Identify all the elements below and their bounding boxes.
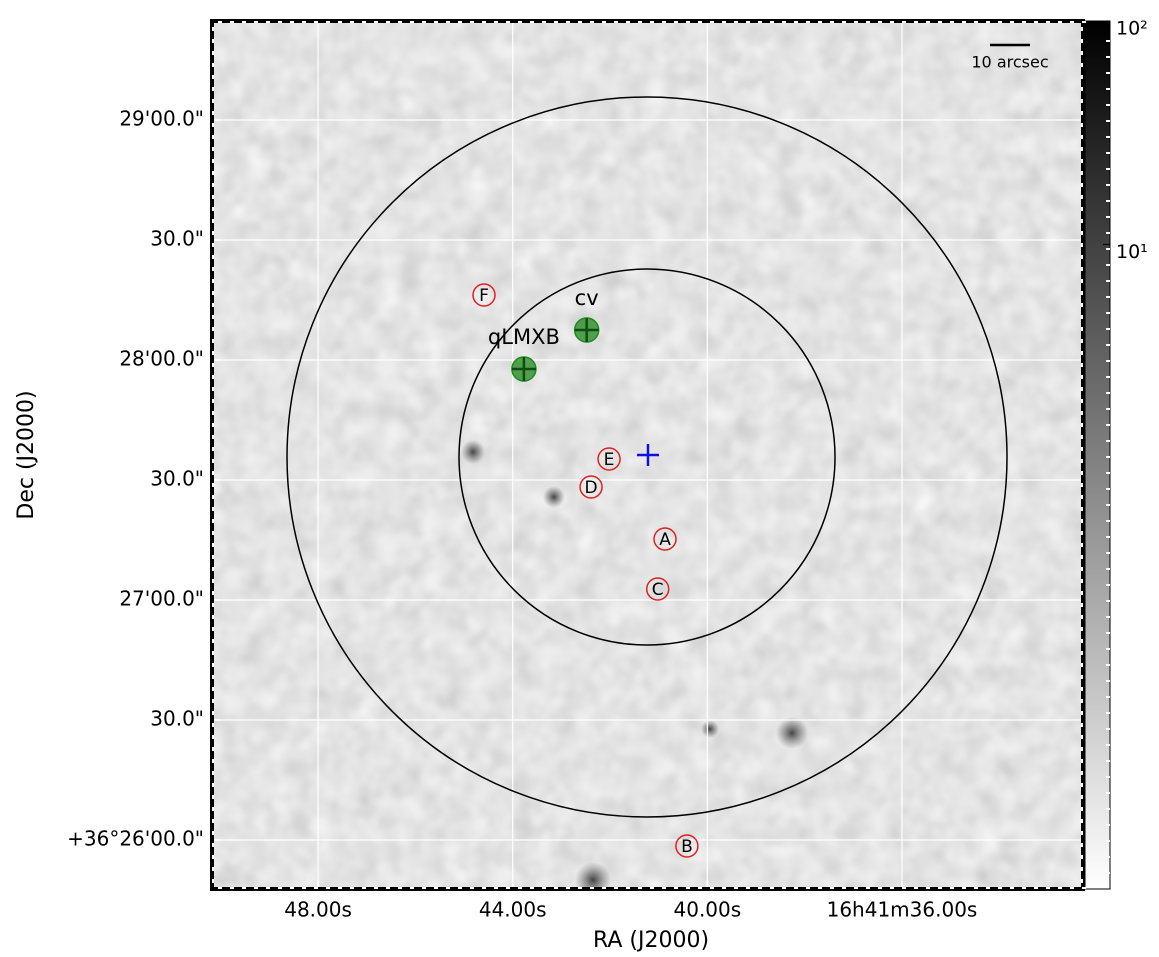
blob: [701, 720, 719, 738]
y-tick-label: +36°26'00.0": [67, 827, 204, 851]
y-tick-label: 29'00.0": [119, 107, 204, 131]
source-label: B: [681, 837, 693, 857]
source-label: E: [604, 450, 615, 470]
x-tick-label: 48.00s: [284, 898, 352, 922]
source-label: qLMXB: [488, 325, 560, 349]
chart: F ED A C BcvqLMXB RA (J2000) Dec (J2000) 48.…: [0, 0, 1159, 957]
source-label: C: [652, 580, 664, 600]
y-tick-label: 30.0": [150, 707, 204, 731]
y-tick-label: 30.0": [150, 227, 204, 251]
blob: [776, 717, 808, 749]
blob: [575, 862, 611, 898]
blob: [543, 486, 565, 508]
source-label: D: [585, 478, 598, 498]
x-tick-label: 44.00s: [479, 898, 547, 922]
source-label: F: [479, 286, 489, 306]
x-tick-label: 40.00s: [674, 898, 742, 922]
blob: [461, 440, 485, 464]
source-label: cv: [575, 286, 599, 310]
y-tick-label: 27'00.0": [119, 587, 204, 611]
x-axis-title: RA (J2000): [593, 928, 709, 953]
x-tick-label: 16h41m36.00s: [827, 898, 978, 922]
colorbar-tick-label: 10¹: [1116, 241, 1148, 263]
colorbar-tick-label: 10²: [1116, 18, 1148, 40]
y-tick-label: 30.0": [150, 467, 204, 491]
colorbar: [1085, 21, 1110, 889]
y-axis-title: Dec (J2000): [14, 390, 39, 519]
source-label: A: [659, 530, 671, 550]
y-tick-label: 28'00.0": [119, 347, 204, 371]
scale-bar-label: 10 arcsec: [971, 53, 1048, 72]
